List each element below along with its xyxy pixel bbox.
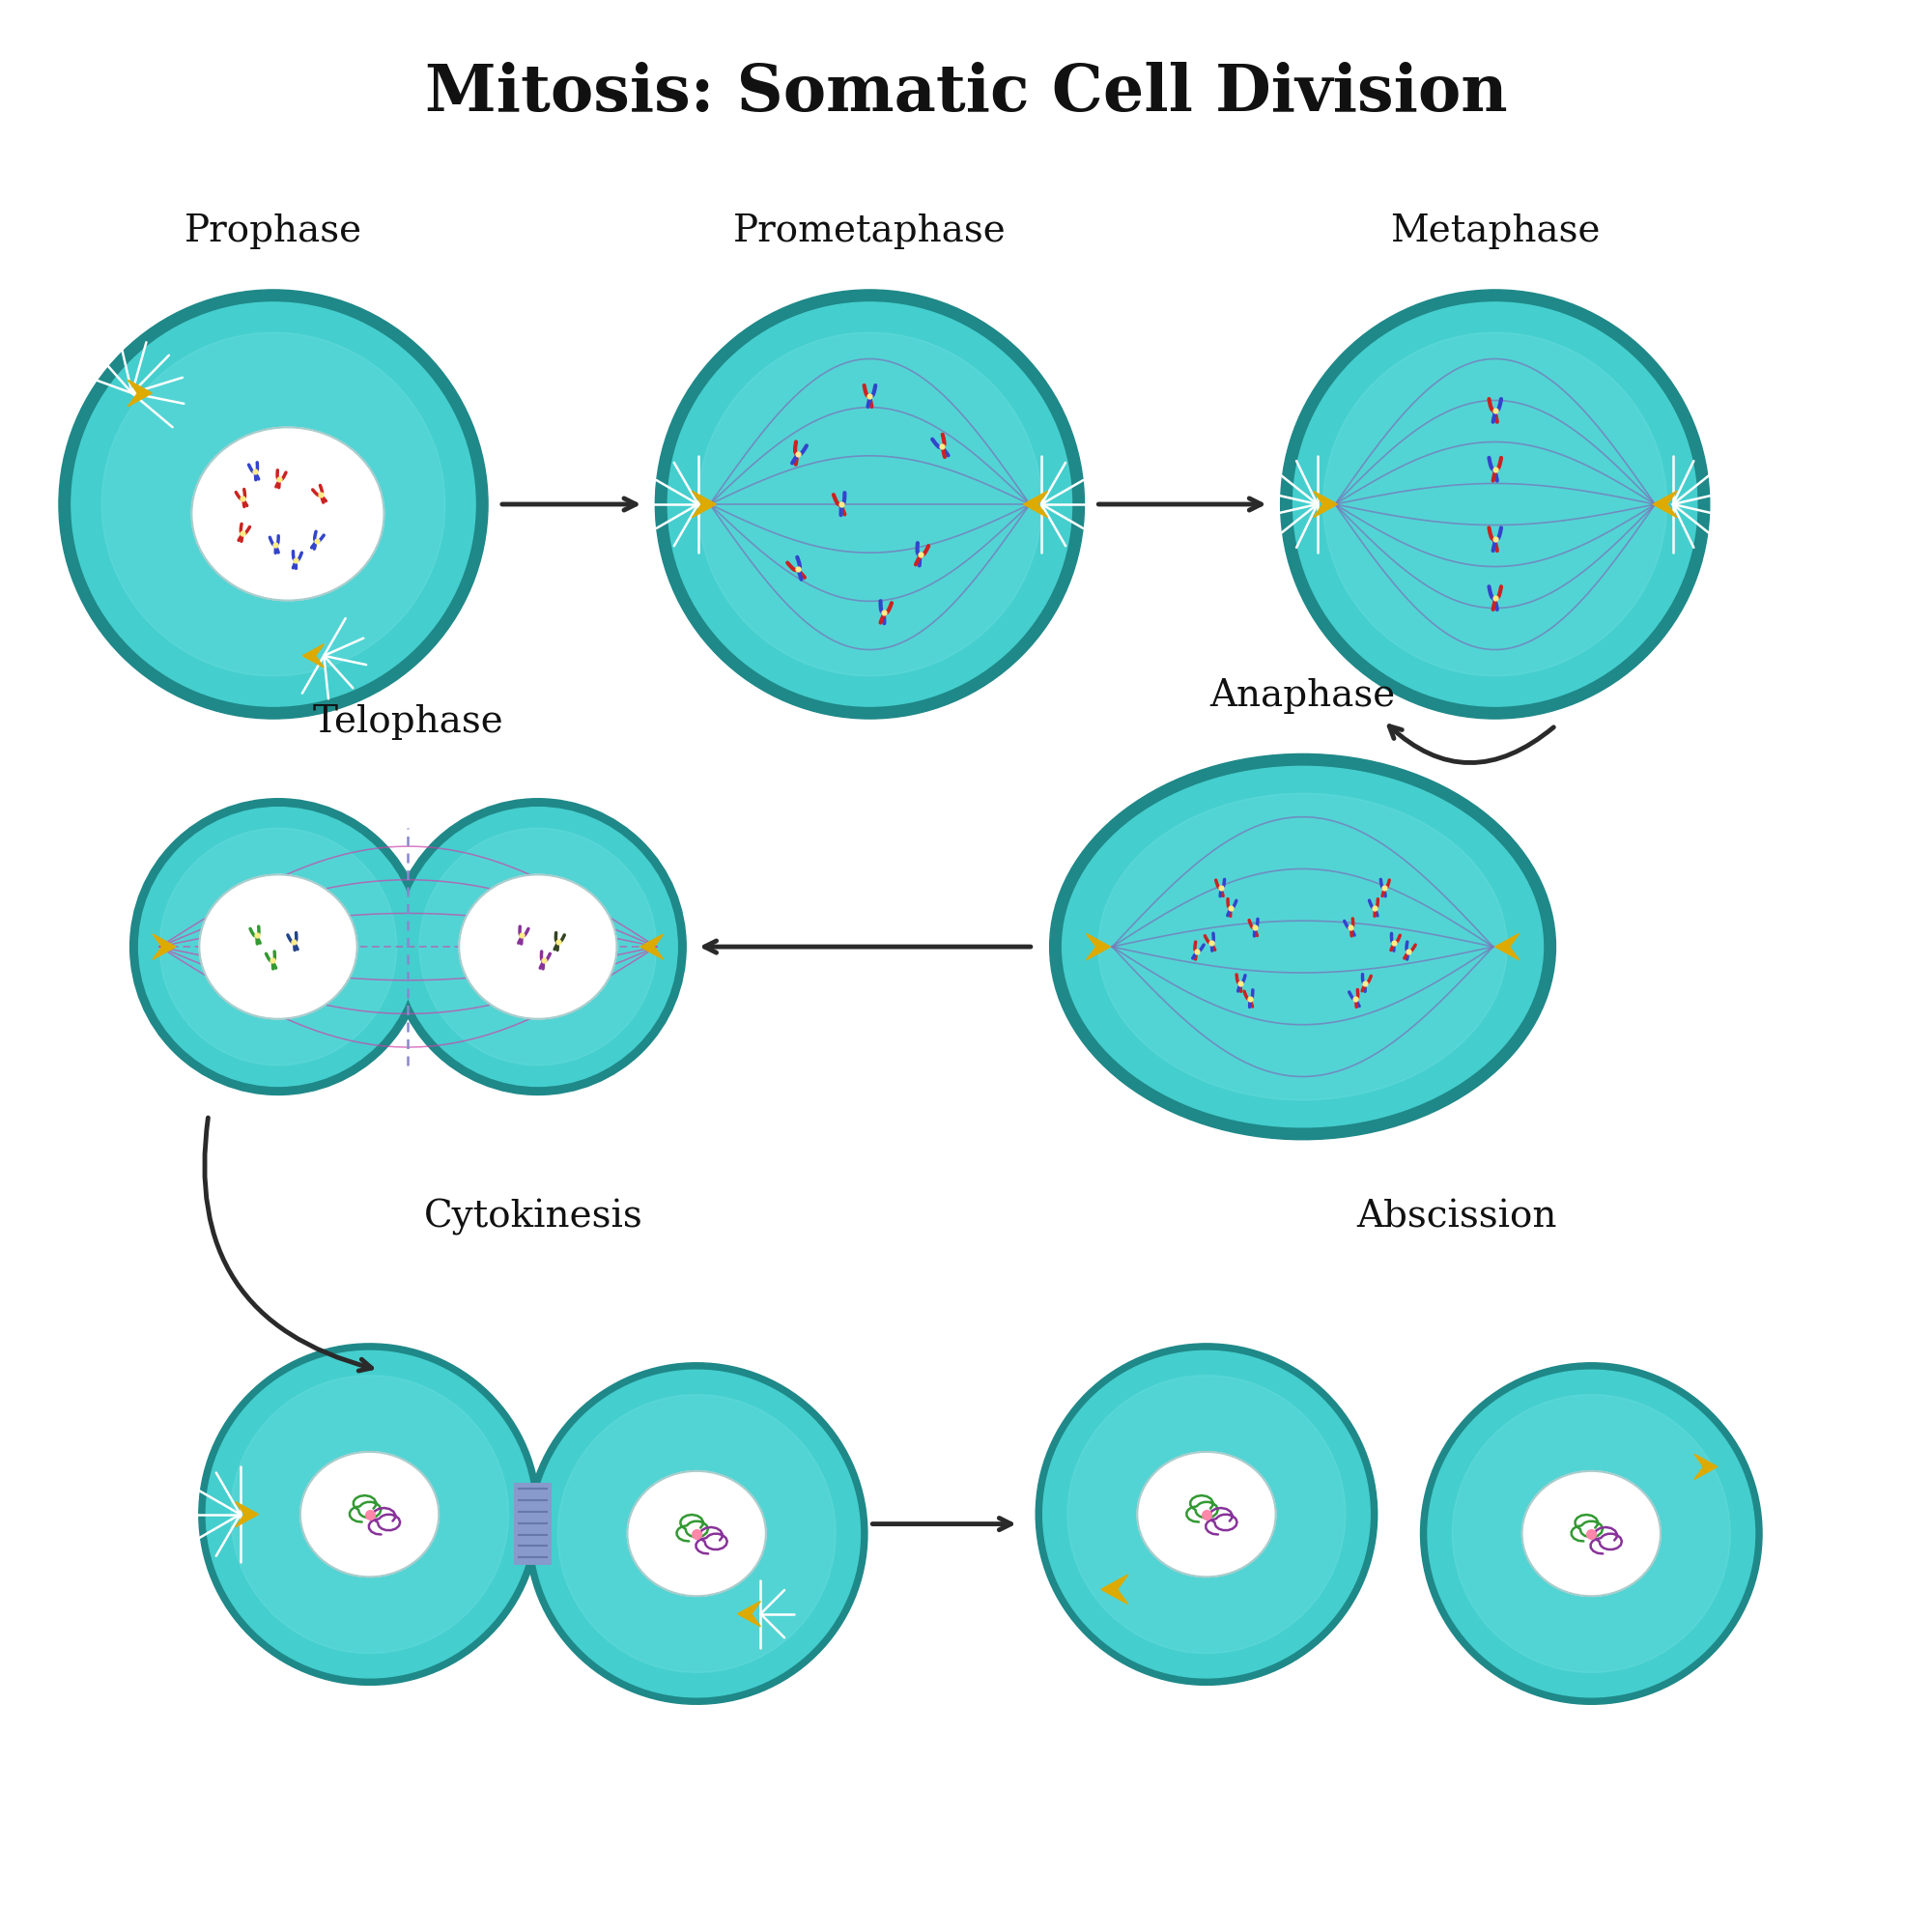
Polygon shape [1024,491,1047,518]
Ellipse shape [230,1376,508,1654]
Ellipse shape [1428,1370,1754,1696]
Ellipse shape [1420,1362,1762,1704]
Ellipse shape [160,829,396,1065]
Ellipse shape [419,829,657,1065]
Ellipse shape [1097,794,1507,1099]
Polygon shape [303,643,325,667]
Text: Telophase: Telophase [313,703,504,740]
Polygon shape [692,491,717,518]
Ellipse shape [1043,1350,1370,1677]
Polygon shape [1086,933,1111,960]
Ellipse shape [668,301,1072,707]
Polygon shape [1694,1455,1718,1480]
Polygon shape [236,1501,259,1526]
Ellipse shape [102,332,444,676]
Ellipse shape [1323,332,1667,676]
Polygon shape [1654,491,1677,518]
Ellipse shape [1281,290,1710,719]
Polygon shape [1314,491,1337,518]
Ellipse shape [1036,1343,1378,1685]
Ellipse shape [129,798,427,1095]
Polygon shape [153,933,176,960]
Ellipse shape [398,808,678,1086]
Ellipse shape [1453,1395,1731,1673]
Polygon shape [1495,933,1519,960]
Ellipse shape [1068,1376,1345,1654]
Ellipse shape [526,1362,867,1704]
Ellipse shape [199,1343,541,1685]
Ellipse shape [655,290,1084,719]
Polygon shape [128,381,153,406]
Text: Mitosis: Somatic Cell Division: Mitosis: Somatic Cell Division [425,62,1507,124]
Polygon shape [639,933,663,960]
Ellipse shape [390,798,686,1095]
Ellipse shape [1138,1451,1275,1577]
Ellipse shape [1049,753,1555,1140]
Ellipse shape [199,875,357,1018]
Ellipse shape [207,1350,533,1677]
Polygon shape [738,1602,761,1627]
Ellipse shape [1063,767,1544,1126]
Text: Metaphase: Metaphase [1389,214,1600,249]
Ellipse shape [533,1370,860,1696]
Ellipse shape [58,290,489,719]
Text: Abscission: Abscission [1356,1200,1557,1235]
Ellipse shape [1522,1470,1660,1596]
Text: Prometaphase: Prometaphase [734,214,1007,249]
Text: Cytokinesis: Cytokinesis [423,1198,643,1235]
Text: Anaphase: Anaphase [1209,678,1395,713]
FancyBboxPatch shape [514,1482,553,1565]
Ellipse shape [139,808,417,1086]
Text: Prophase: Prophase [184,214,363,249]
Polygon shape [1101,1575,1128,1604]
Ellipse shape [558,1395,837,1673]
Ellipse shape [628,1470,765,1596]
Ellipse shape [1293,301,1696,707]
Ellipse shape [191,427,384,601]
Ellipse shape [299,1451,439,1577]
Ellipse shape [71,301,475,707]
Ellipse shape [460,875,616,1018]
Ellipse shape [697,332,1041,676]
